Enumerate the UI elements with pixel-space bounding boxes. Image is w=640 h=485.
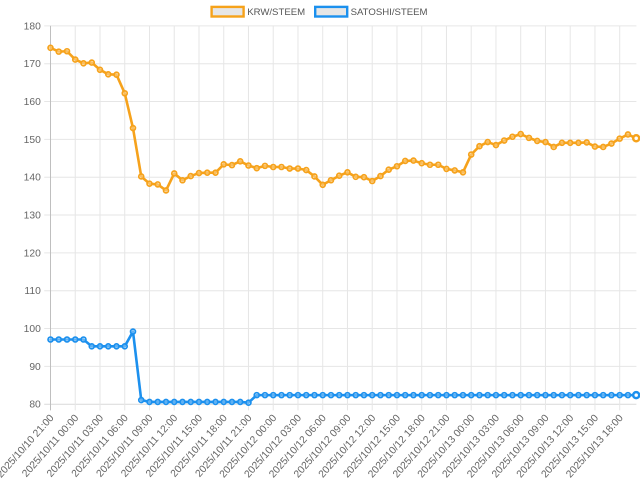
svg-text:130: 130 (24, 210, 41, 221)
svg-text:120: 120 (24, 248, 41, 259)
svg-text:170: 170 (24, 59, 41, 70)
svg-text:SATOSHI/STEEM: SATOSHI/STEEM (351, 7, 428, 18)
svg-text:KRW/STEEM: KRW/STEEM (247, 7, 305, 18)
svg-text:80: 80 (29, 400, 41, 411)
svg-text:100: 100 (24, 324, 41, 335)
svg-text:110: 110 (24, 286, 41, 297)
svg-text:140: 140 (24, 173, 41, 184)
svg-text:160: 160 (24, 97, 41, 108)
svg-text:180: 180 (24, 21, 41, 32)
svg-text:90: 90 (29, 362, 41, 373)
svg-text:150: 150 (24, 135, 41, 146)
